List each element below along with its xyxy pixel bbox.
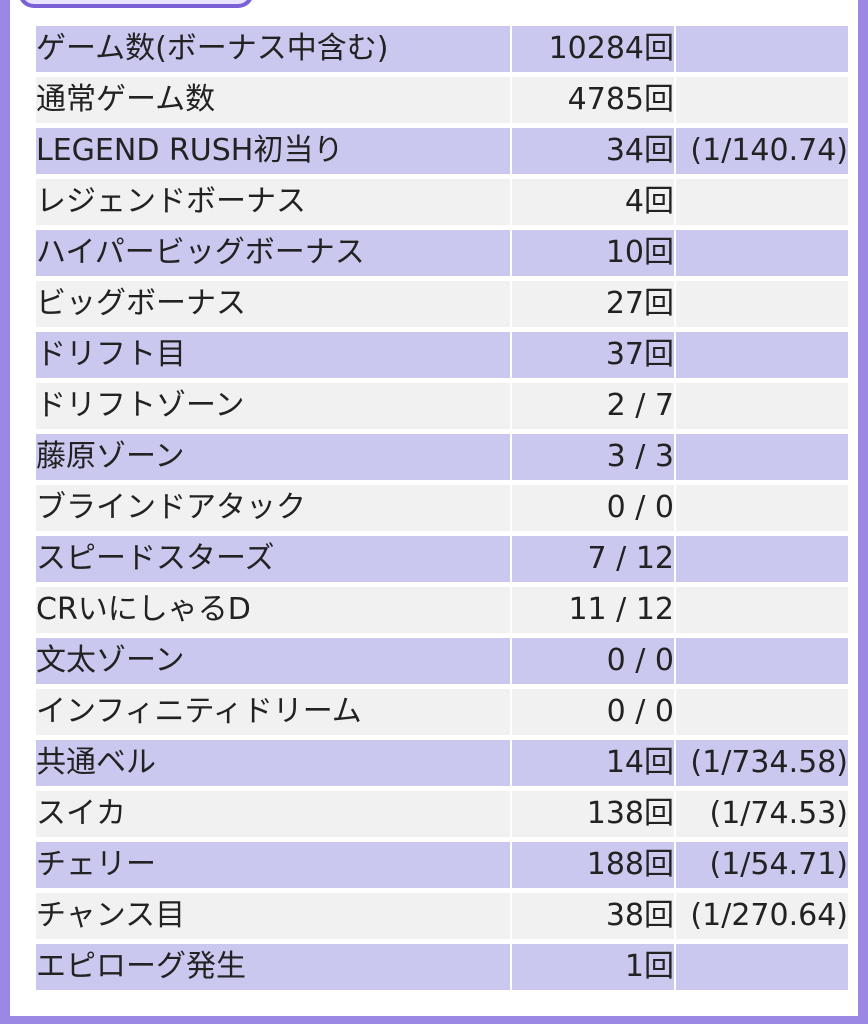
row-label: LEGEND RUSH初当り — [36, 128, 510, 174]
row-ratio — [676, 332, 848, 378]
row-label: チャンス目 — [36, 893, 510, 939]
table-row: 通常ゲーム数 4785回 — [36, 77, 848, 123]
table-row: LEGEND RUSH初当り 34回 (1/140.74) — [36, 128, 848, 174]
row-label: ハイパービッグボーナス — [36, 230, 510, 276]
row-ratio: (1/54.71) — [676, 842, 848, 888]
row-ratio: (1/74.53) — [676, 791, 848, 837]
row-count: 11 / 12 — [512, 587, 674, 633]
row-ratio — [676, 689, 848, 735]
table-row: 藤原ゾーン 3 / 3 — [36, 434, 848, 480]
row-count: 3 / 3 — [512, 434, 674, 480]
table-row: 文太ゾーン 0 / 0 — [36, 638, 848, 684]
table-row: ハイパービッグボーナス 10回 — [36, 230, 848, 276]
row-count: 38回 — [512, 893, 674, 939]
row-label: スピードスターズ — [36, 536, 510, 582]
row-label: ドリフトゾーン — [36, 383, 510, 429]
table-row: ビッグボーナス 27回 — [36, 281, 848, 327]
row-count: 10回 — [512, 230, 674, 276]
row-count: 27回 — [512, 281, 674, 327]
row-label: 藤原ゾーン — [36, 434, 510, 480]
row-count: 188回 — [512, 842, 674, 888]
row-count: 34回 — [512, 128, 674, 174]
row-ratio — [676, 77, 848, 123]
row-label: チェリー — [36, 842, 510, 888]
table-row: チェリー 188回 (1/54.71) — [36, 842, 848, 888]
row-ratio — [676, 281, 848, 327]
row-label: レジェンドボーナス — [36, 179, 510, 225]
row-count: 7 / 12 — [512, 536, 674, 582]
row-count: 0 / 0 — [512, 485, 674, 531]
table-row: エピローグ発生 1回 — [36, 944, 848, 990]
row-label: ビッグボーナス — [36, 281, 510, 327]
table-row: スピードスターズ 7 / 12 — [36, 536, 848, 582]
logo-badge — [18, 0, 254, 8]
table-row: ゲーム数(ボーナス中含む) 10284回 — [36, 26, 848, 72]
row-ratio — [676, 536, 848, 582]
row-count: 4回 — [512, 179, 674, 225]
row-count: 0 / 0 — [512, 689, 674, 735]
row-label: CRいにしゃるD — [36, 587, 510, 633]
row-label: 共通ベル — [36, 740, 510, 786]
table-row: ブラインドアタック 0 / 0 — [36, 485, 848, 531]
row-count: 37回 — [512, 332, 674, 378]
row-label: スイカ — [36, 791, 510, 837]
row-ratio — [676, 26, 848, 72]
stats-table-body: ゲーム数(ボーナス中含む) 10284回 通常ゲーム数 4785回 LEGEND RUS… — [36, 26, 848, 990]
row-ratio — [676, 944, 848, 990]
row-label: ドリフト目 — [36, 332, 510, 378]
row-count: 138回 — [512, 791, 674, 837]
row-count: 0 / 0 — [512, 638, 674, 684]
table-row: CRいにしゃるD 11 / 12 — [36, 587, 848, 633]
row-label: インフィニティドリーム — [36, 689, 510, 735]
row-ratio — [676, 179, 848, 225]
row-ratio: (1/270.64) — [676, 893, 848, 939]
row-label: 通常ゲーム数 — [36, 77, 510, 123]
row-label: ゲーム数(ボーナス中含む) — [36, 26, 510, 72]
row-ratio — [676, 230, 848, 276]
row-ratio — [676, 383, 848, 429]
table-row: チャンス目 38回 (1/270.64) — [36, 893, 848, 939]
table-row: スイカ 138回 (1/74.53) — [36, 791, 848, 837]
row-label: エピローグ発生 — [36, 944, 510, 990]
row-label: ブラインドアタック — [36, 485, 510, 531]
row-ratio — [676, 638, 848, 684]
row-count: 2 / 7 — [512, 383, 674, 429]
row-label: 文太ゾーン — [36, 638, 510, 684]
row-ratio — [676, 434, 848, 480]
row-ratio — [676, 485, 848, 531]
row-count: 4785回 — [512, 77, 674, 123]
row-ratio: (1/734.58) — [676, 740, 848, 786]
table-row: レジェンドボーナス 4回 — [36, 179, 848, 225]
row-count: 1回 — [512, 944, 674, 990]
table-row: ドリフト目 37回 — [36, 332, 848, 378]
row-count: 10284回 — [512, 26, 674, 72]
table-row: インフィニティドリーム 0 / 0 — [36, 689, 848, 735]
table-row: 共通ベル 14回 (1/734.58) — [36, 740, 848, 786]
row-ratio — [676, 587, 848, 633]
stats-table: ゲーム数(ボーナス中含む) 10284回 通常ゲーム数 4785回 LEGEND RUS… — [34, 21, 850, 995]
row-ratio: (1/140.74) — [676, 128, 848, 174]
row-count: 14回 — [512, 740, 674, 786]
table-row: ドリフトゾーン 2 / 7 — [36, 383, 848, 429]
